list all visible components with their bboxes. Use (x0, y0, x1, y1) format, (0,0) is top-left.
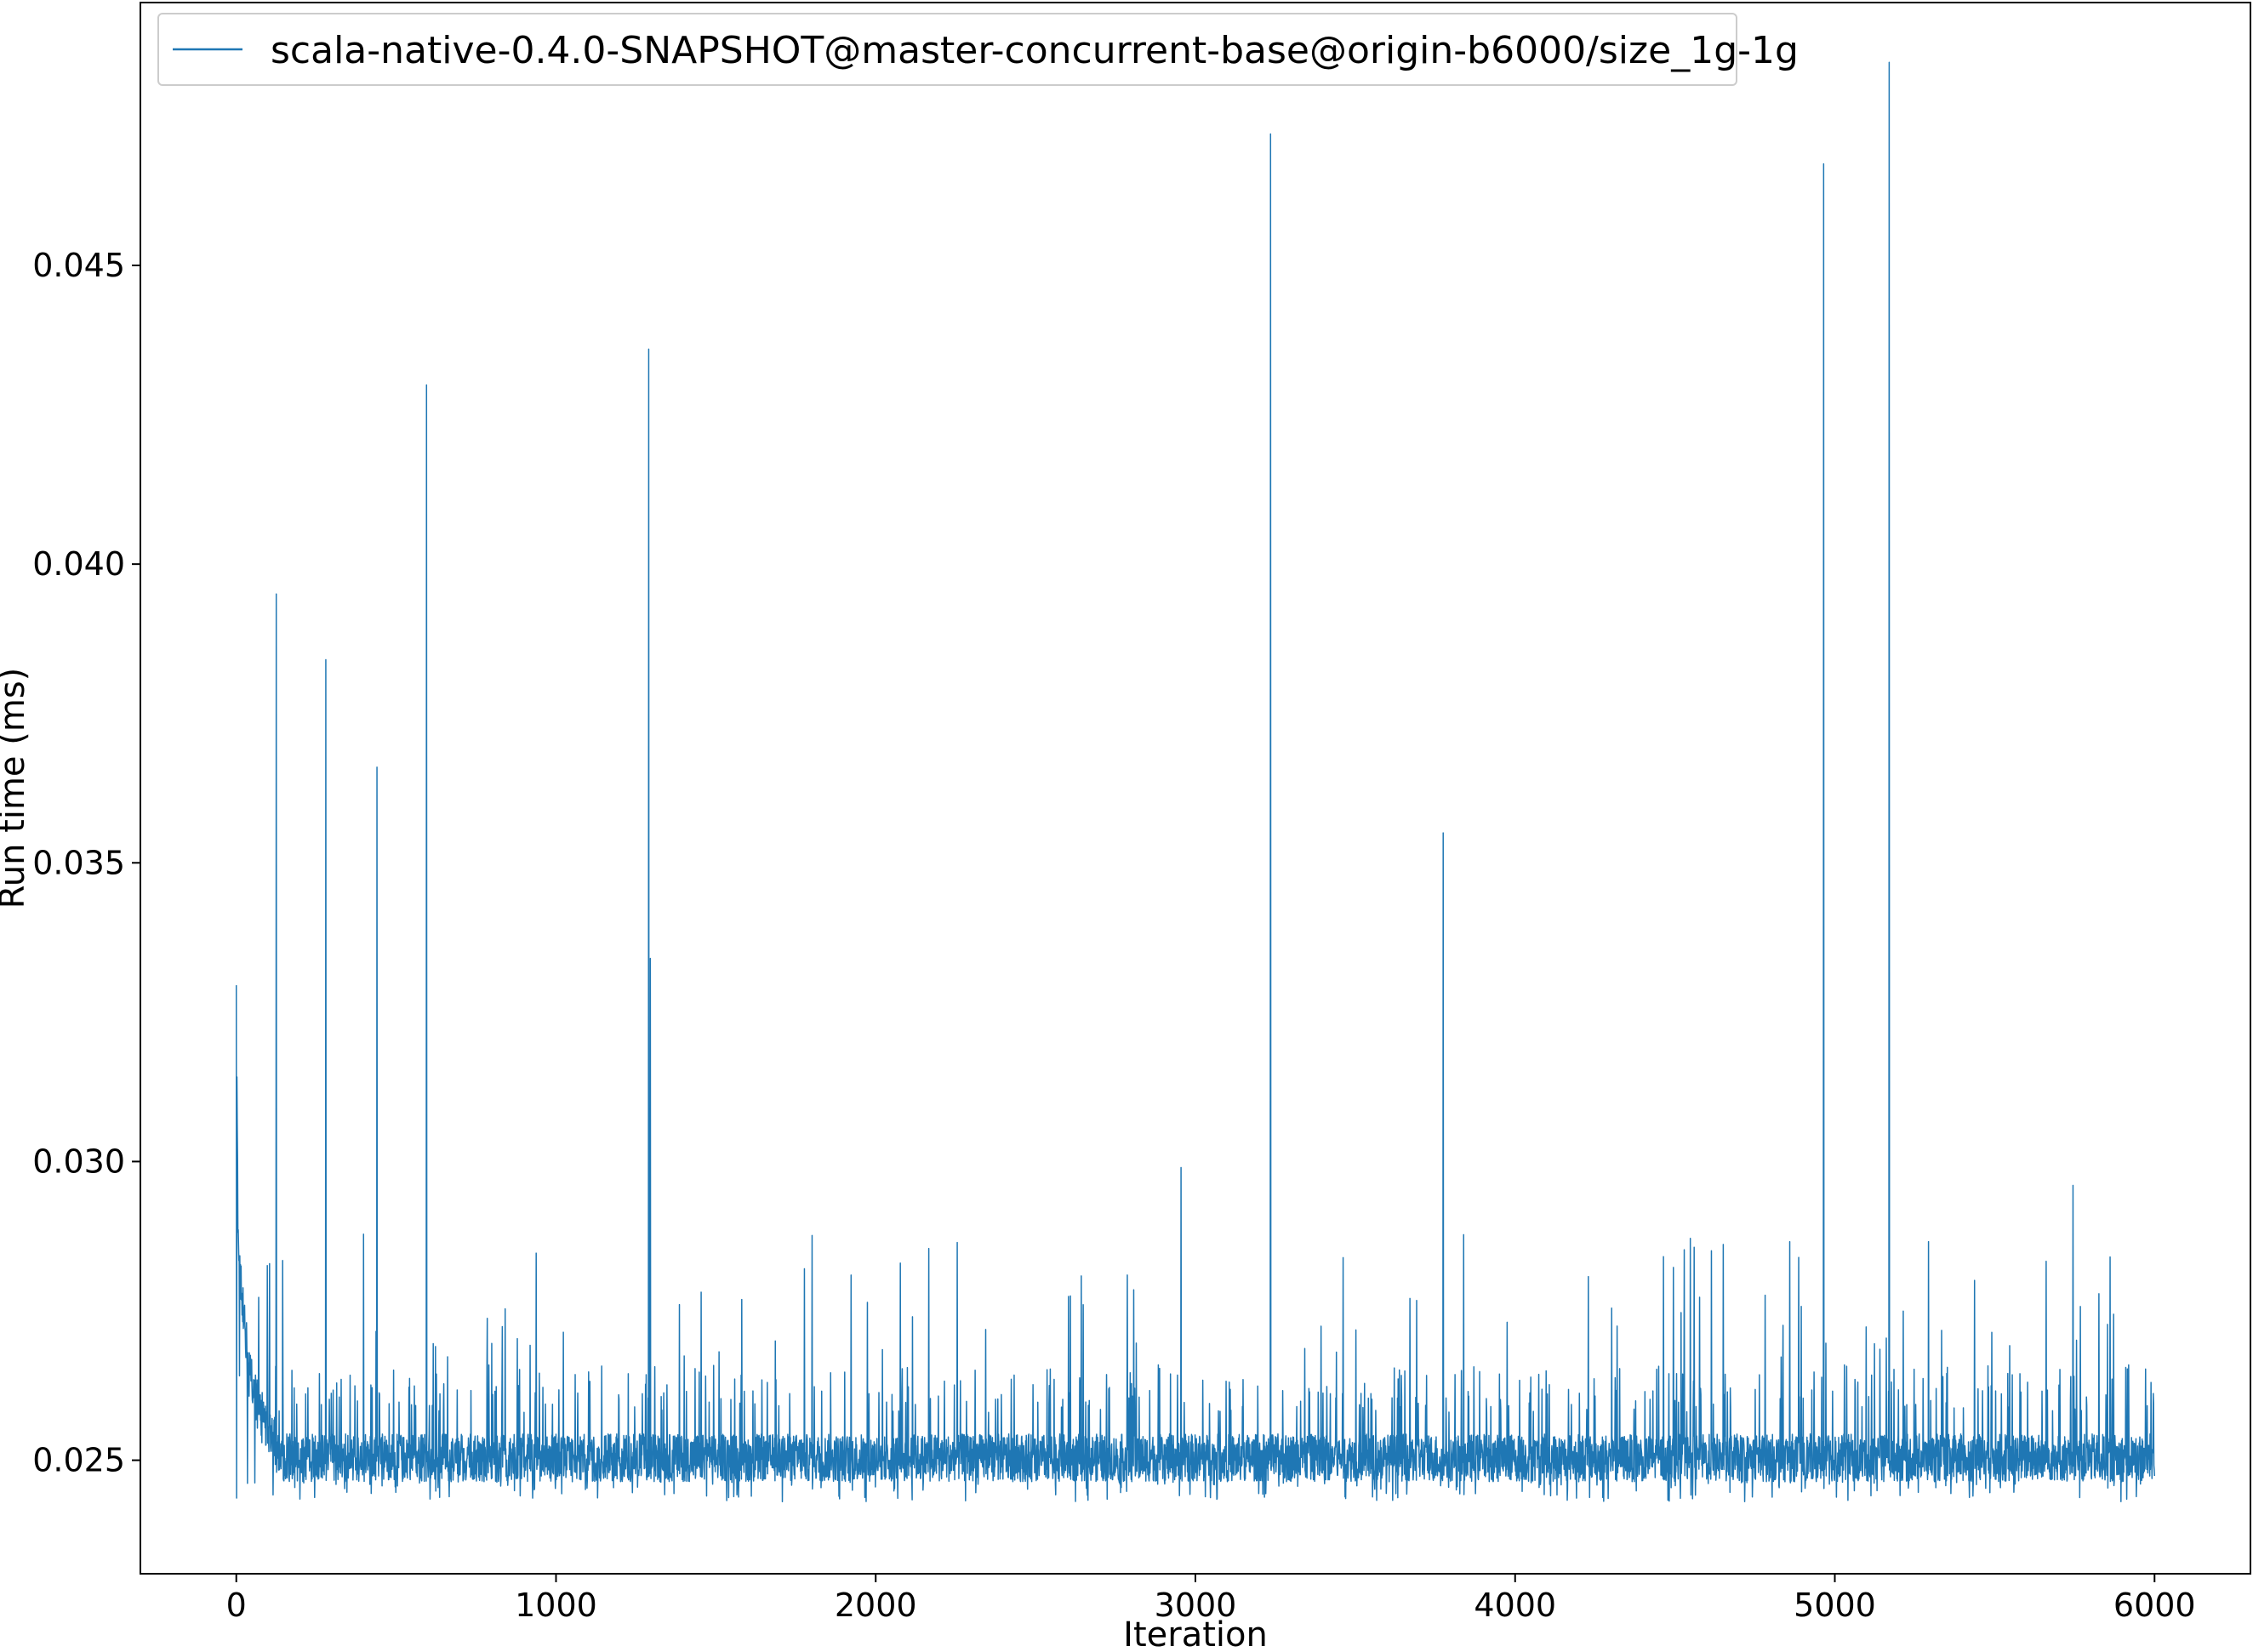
x-tick-label: 1000 (515, 1586, 597, 1624)
y-tick-label: 0.040 (32, 545, 125, 583)
x-axis-label: Iteration (1123, 1615, 1268, 1652)
x-tick-label: 4000 (1474, 1586, 1556, 1624)
x-tick-label: 2000 (835, 1586, 917, 1624)
x-tick-label: 5000 (1794, 1586, 1876, 1624)
legend-entry-label: scala-native-0.4.0-SNAPSHOT@master-concu… (271, 29, 1799, 72)
y-tick-label: 0.025 (32, 1442, 125, 1479)
y-tick-label: 0.030 (32, 1142, 125, 1180)
x-tick-label: 0 (226, 1586, 247, 1624)
plot-area (235, 61, 2156, 1503)
y-tick-label: 0.035 (32, 844, 125, 881)
y-axis-label: Run time (ms) (0, 668, 32, 909)
y-tick-label: 0.045 (32, 247, 125, 284)
y-axis-ticks: 0.025 0.030 0.035 0.040 0.045 (32, 247, 140, 1479)
x-tick-label: 6000 (2113, 1586, 2196, 1624)
legend: scala-native-0.4.0-SNAPSHOT@master-concu… (157, 13, 1799, 86)
legend-box (157, 13, 1737, 86)
x-axis-ticks: 0 1000 2000 3000 4000 5000 6000 (226, 1574, 2196, 1624)
x-tick-label: 3000 (1155, 1586, 1237, 1624)
series-line (235, 61, 2156, 1503)
